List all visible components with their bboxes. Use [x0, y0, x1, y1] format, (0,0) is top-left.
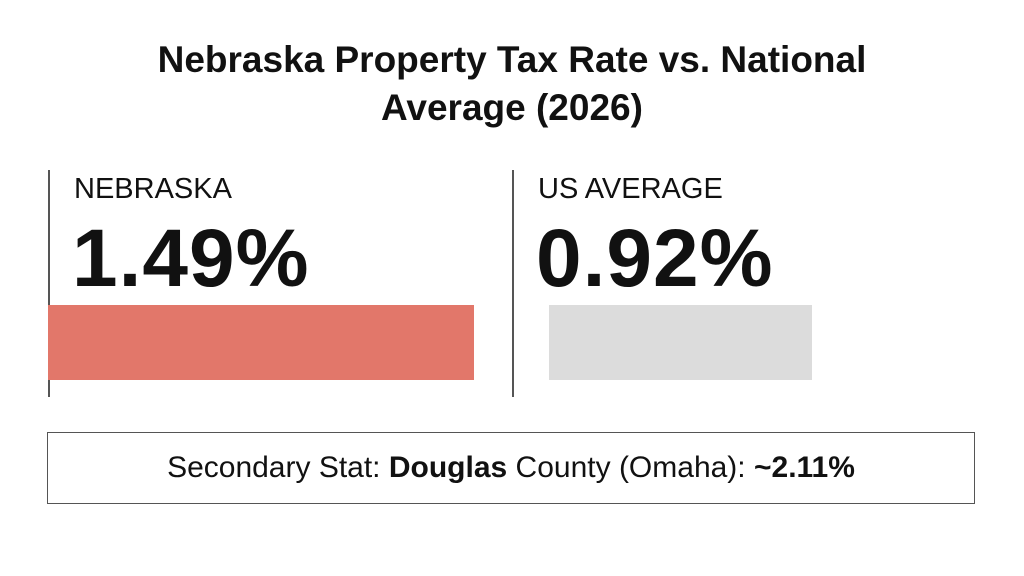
divider — [48, 170, 50, 397]
annotation-text: Douglas — [388, 451, 508, 484]
bar — [48, 305, 475, 380]
annotation-text: County (Omaha): — [507, 451, 754, 484]
bar — [549, 305, 813, 380]
category-label: US AVERAGE — [538, 173, 723, 205]
category-label: NEBRASKA — [74, 173, 232, 205]
chart-title: Nebraska Property Tax Rate vs. National … — [157, 39, 867, 128]
annotation-text: Secondary Stat: — [167, 451, 389, 484]
value-label: 1.49% — [72, 213, 310, 304]
annotation-text: ~2.11% — [753, 451, 855, 484]
divider — [512, 170, 514, 397]
annotation-box: Secondary Stat: Douglas County (Omaha): … — [47, 432, 975, 504]
value-label: 0.92% — [536, 213, 774, 304]
